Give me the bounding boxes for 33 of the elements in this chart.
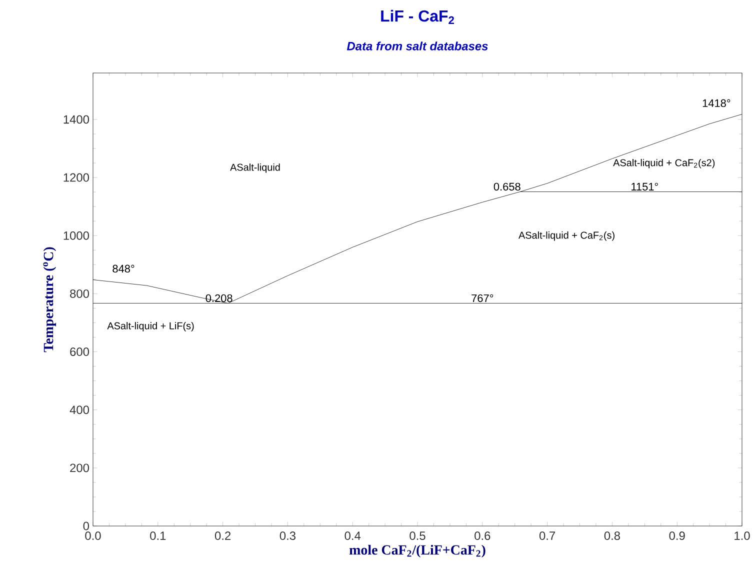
x-tick-label: 0.6: [474, 532, 490, 540]
y-tick-label: 600: [70, 348, 90, 356]
x-tick-label: 1.0: [734, 532, 750, 540]
y-tick-label: 0: [83, 522, 90, 530]
annotation: ASalt-liquid: [230, 163, 280, 173]
annotation: ASalt-liquid + CaF$_{2}$(s): [518, 231, 614, 241]
x-axis-title: mole CaF$_{2}$/(LiF+CaF$_{2}$): [349, 544, 486, 558]
y-tick-label: 1200: [64, 173, 90, 182]
x-tick-label: 0.3: [280, 532, 296, 540]
x-tick-label: 0.9: [669, 532, 685, 540]
annotation: 0.658: [494, 182, 520, 191]
annotation: ASalt-liquid + LiF(s): [107, 322, 194, 332]
annotation: 848°: [112, 264, 134, 273]
annotation: 0.208: [206, 294, 232, 302]
y-tick-label: 1400: [64, 115, 90, 124]
x-tick-label: 0.8: [604, 532, 620, 540]
x-tick-label: 0.4: [344, 532, 361, 540]
y-tick-label: 200: [70, 464, 90, 472]
y-tick-label: 400: [70, 406, 90, 414]
x-tick-label: 0.5: [410, 532, 426, 540]
x-tick-label: 0.1: [150, 532, 166, 540]
x-tick-label: 0.2: [214, 532, 231, 540]
y-tick-label: 800: [70, 289, 90, 298]
y-axis-title: Temperature ($^{o}$C): [43, 247, 56, 352]
annotation: 767°: [472, 294, 494, 302]
chart-title: LiF - CaF$_{2}$: [381, 10, 454, 24]
chart-subtitle: Data from salt databases: [346, 42, 488, 50]
x-tick-label: 0.0: [85, 532, 101, 540]
annotation: ASalt-liquid + CaF$_{2}$(s2): [613, 158, 715, 168]
annotation: 1418°: [702, 99, 730, 108]
y-tick-label: 1000: [64, 231, 90, 240]
x-tick-label: 0.7: [539, 532, 556, 540]
annotation: 1151°: [632, 182, 658, 191]
